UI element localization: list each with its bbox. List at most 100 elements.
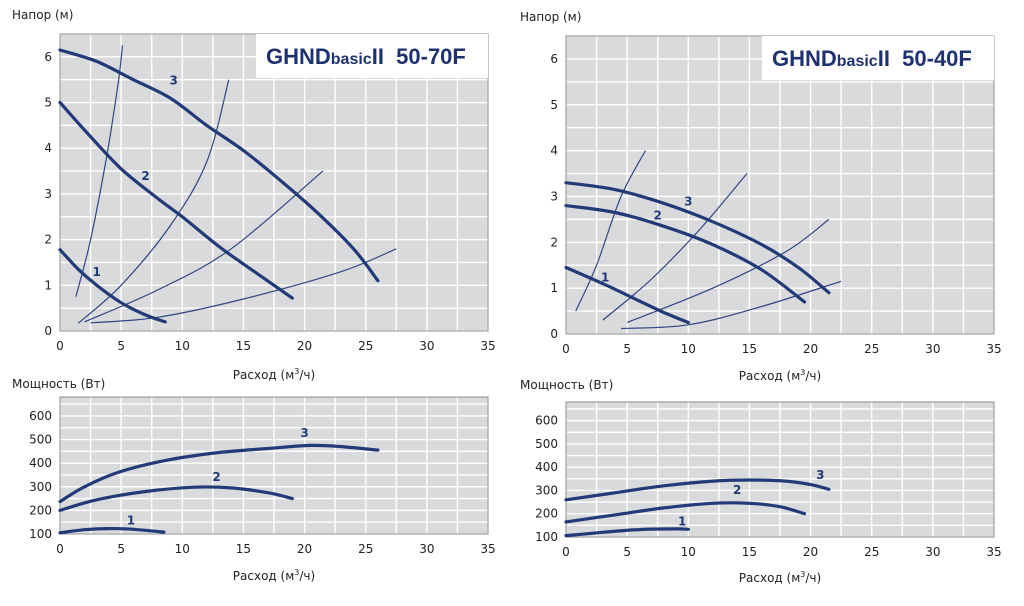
x-label-suffix: /ч) [805,571,821,585]
y-tick-label: 100 [29,527,52,541]
y-tick-label: 0 [550,327,558,341]
x-tick-label: 35 [480,339,495,353]
x-label-prefix: Расход (м [739,369,800,383]
series-line-3 [58,443,380,504]
series-line-2 [58,100,294,300]
x-label-suffix: /ч) [805,369,821,383]
title-panel [256,34,488,78]
x-tick-label: 10 [175,339,190,353]
series-label-3: 3 [684,195,692,209]
grid [59,397,489,535]
y-tick-label: 4 [550,144,558,158]
x-tick-label: 0 [56,339,64,353]
y-axis-label: Напор (м) [12,8,73,22]
x-tick-label: 20 [803,342,818,356]
x-tick-label: 15 [236,339,251,353]
title-panel [762,36,994,80]
x-tick-label: 15 [236,542,251,556]
series-line-3 [564,181,831,295]
x-tick-label: 30 [925,545,940,559]
x-tick-label: 0 [562,545,570,559]
series-line-2 [564,204,807,304]
x-axis-label: Расход (м3/ч) [739,368,821,383]
x-tick-label: 10 [681,545,696,559]
x-label-sup: 3 [800,368,805,377]
x-tick-label: 35 [986,342,1001,356]
y-axis-label: Мощность (Вт) [520,378,613,392]
chart-title: GHNDbasicII 50-40F [772,46,972,71]
x-axis-label: Расход (м3/ч) [233,568,315,583]
series-line-2 [58,485,294,512]
title-sub: basic [331,51,372,68]
x-tick-label: 30 [419,339,434,353]
y-axis-label: Мощность (Вт) [12,377,105,391]
x-label-suffix: /ч) [299,569,315,583]
x-label-suffix: /ч) [299,368,315,382]
x-label-prefix: Расход (м [233,368,294,382]
x-tick-label: 35 [986,545,1001,559]
series-label-2: 2 [733,483,741,497]
series-label-1: 1 [678,514,686,528]
series-line-2 [564,501,807,524]
system-curve [90,248,397,324]
x-tick-label: 25 [864,342,879,356]
x-tick-label: 25 [358,339,373,353]
x-axis-label: Расход (м3/ч) [739,570,821,585]
x-tick-label: 5 [623,342,631,356]
y-tick-label: 5 [44,96,52,110]
x-tick-label: 0 [56,542,64,556]
x-label-sup: 3 [294,367,299,376]
y-tick-label: 300 [29,480,52,494]
y-tick-label: 500 [29,433,52,447]
y-tick-label: 2 [550,235,558,249]
y-tick-label: 100 [535,530,558,544]
system-curve [602,173,748,321]
y-tick-label: 6 [44,50,52,64]
series-line-1 [564,265,690,325]
plot-frame [59,396,489,535]
x-tick-label: 10 [175,542,190,556]
series-label-1: 1 [127,514,135,528]
series-line-1 [58,526,166,535]
x-tick-label: 15 [742,545,757,559]
x-label-prefix: Расход (м [233,569,294,583]
y-tick-label: 3 [550,189,558,203]
y-tick-label: 300 [535,483,558,497]
series-line-1 [564,527,690,538]
x-tick-label: 25 [358,542,373,556]
series-line-1 [58,248,167,324]
y-tick-label: 2 [44,233,52,247]
x-label-prefix: Расход (м [739,571,800,585]
y-tick-label: 5 [550,98,558,112]
y-tick-label: 600 [29,409,52,423]
title-sub: basic [837,53,878,70]
system-curve [626,218,830,324]
y-tick-label: 1 [550,281,558,295]
title-main: GHND [266,44,331,69]
x-label-sup: 3 [800,570,805,579]
series-label-1: 1 [601,270,609,284]
y-tick-label: 400 [535,460,558,474]
series-label-3: 3 [170,73,178,87]
system-curve [575,150,647,312]
x-tick-label: 10 [681,342,696,356]
y-tick-label: 0 [44,324,52,338]
x-tick-label: 35 [480,542,495,556]
x-tick-label: 5 [117,339,125,353]
y-tick-label: 4 [44,141,52,155]
y-tick-label: 200 [535,507,558,521]
chart-title: GHNDbasicII 50-70F [266,44,466,69]
series-label-2: 2 [654,208,662,222]
x-label-sup: 3 [294,568,299,577]
system-curve [75,45,123,297]
x-tick-label: 15 [742,342,757,356]
series-label-2: 2 [141,169,149,183]
title-tail: II 50-40F [878,46,972,71]
series-label-1: 1 [93,265,101,279]
y-tick-label: 500 [535,437,558,451]
x-tick-label: 25 [864,545,879,559]
x-axis-label: Расход (м3/ч) [233,367,315,382]
